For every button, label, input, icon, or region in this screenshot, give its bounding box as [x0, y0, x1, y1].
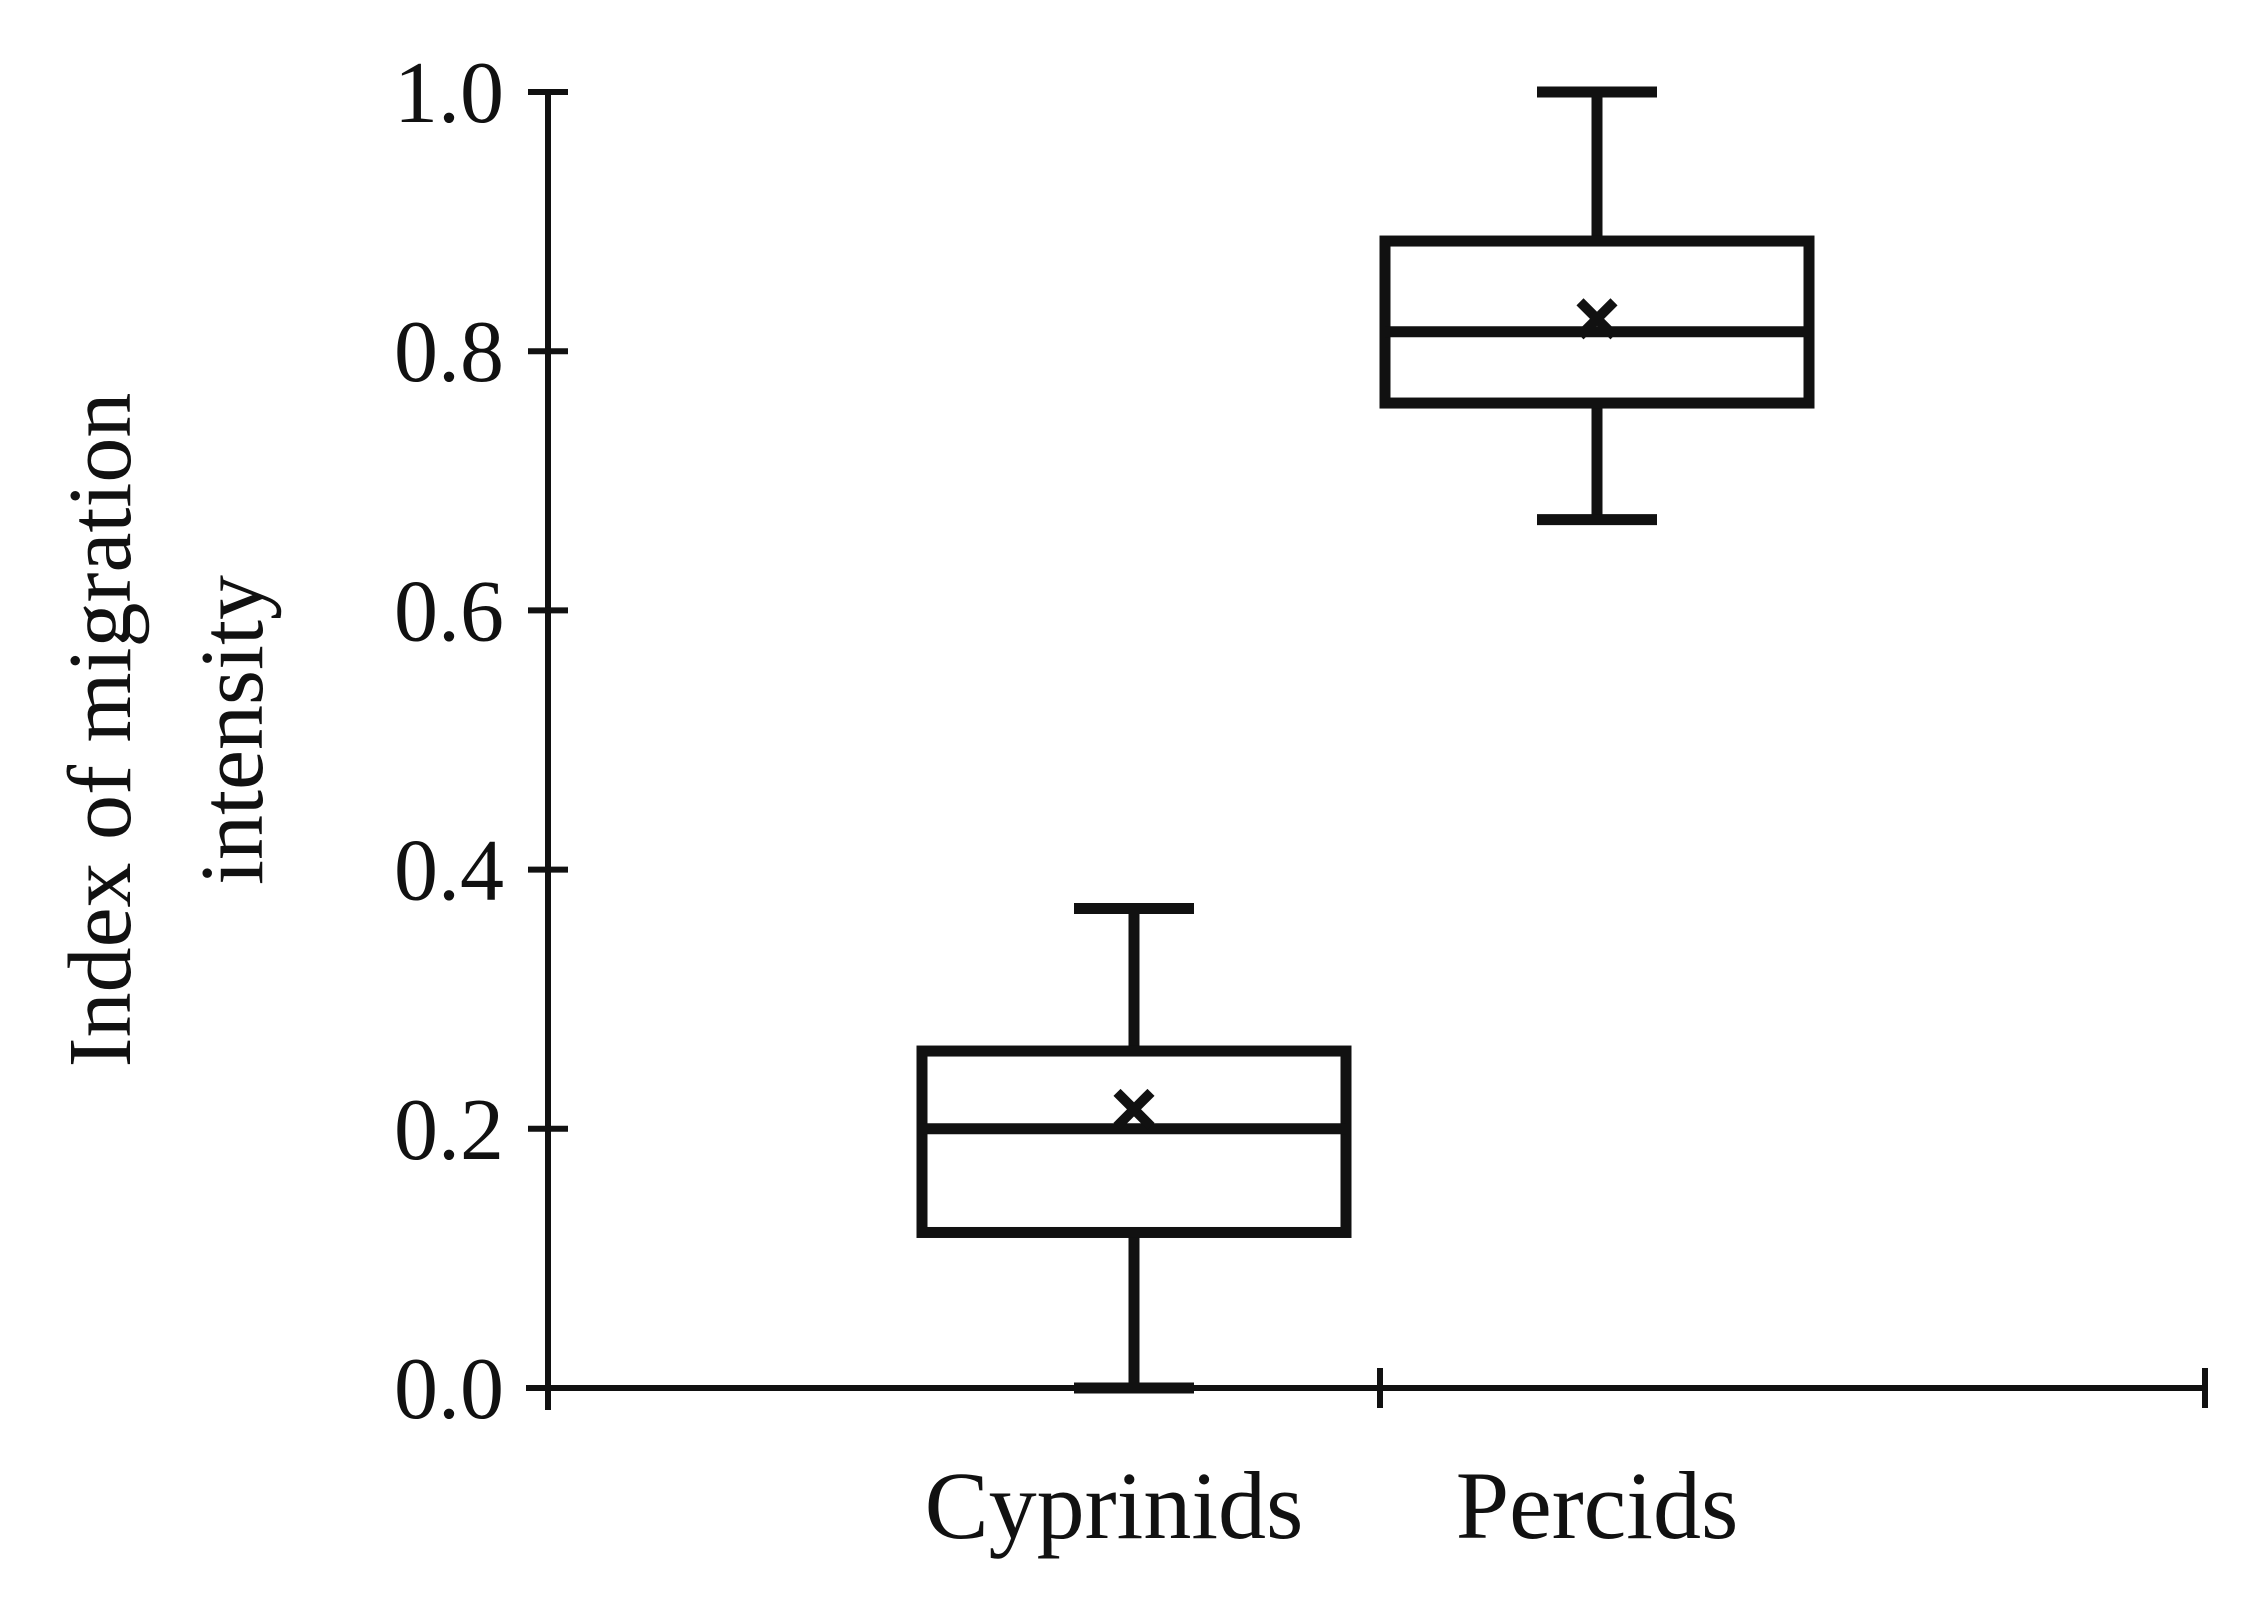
boxes [916, 86, 1815, 1394]
y-axis-title-line-1: Index of migration [51, 393, 150, 1068]
y-axis-title-line-2: intensity [183, 575, 282, 885]
iqr-box [916, 1045, 1352, 1238]
mean-marker-stroke [1113, 1088, 1155, 1130]
x-category-label: Percids [1456, 1452, 1739, 1559]
iqr-box [1379, 235, 1815, 409]
x-axis-labels: Cyprinids Percids [925, 1452, 1739, 1559]
y-axis-title: Index of migration intensity [51, 393, 282, 1068]
axes [526, 92, 2208, 1410]
box-cyprinids [916, 902, 1352, 1394]
y-tick-label: 0.2 [394, 1082, 504, 1179]
mean-marker-stroke [1576, 298, 1618, 340]
mean-marker [1113, 1088, 1155, 1130]
y-tick-label: 0.6 [394, 563, 504, 660]
x-category-label: Cyprinids [925, 1452, 1304, 1559]
mean-marker [1576, 298, 1618, 340]
y-tick-label: 1.0 [394, 45, 504, 142]
y-tick-label: 0.0 [394, 1341, 504, 1438]
y-axis-ticks: 0.0 0.2 0.4 0.6 0.8 1.0 [394, 45, 568, 1438]
y-tick-label: 0.8 [394, 304, 504, 401]
box-percids [1379, 86, 1815, 526]
y-tick-label: 0.4 [394, 823, 504, 920]
